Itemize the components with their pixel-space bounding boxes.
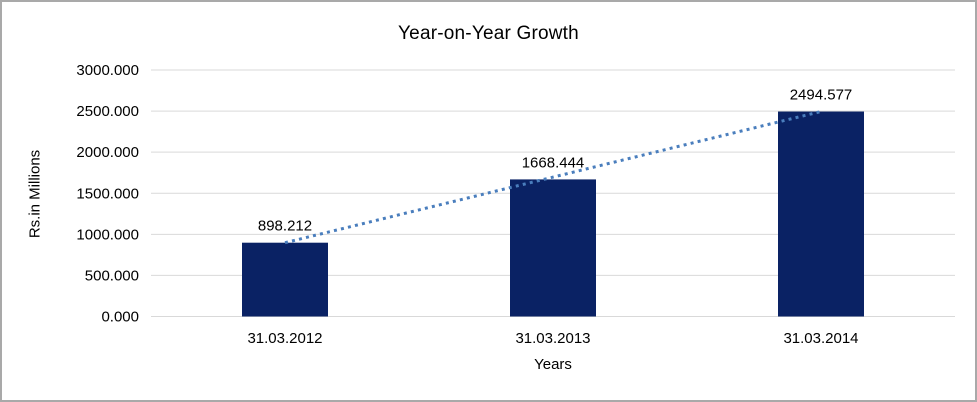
y-tick-label: 2000.000 [76,144,139,161]
x-category-label: 31.03.2014 [783,330,858,347]
x-category-label: 31.03.2013 [515,330,590,347]
bar [510,179,596,317]
x-category-label: 31.03.2012 [247,330,322,347]
bar [242,242,328,317]
trendline [284,110,822,245]
x-axis-title: Years [534,356,572,373]
bar-data-label: 2494.577 [790,87,853,104]
chart-title: Year-on-Year Growth [398,23,579,44]
bar-data-label: 898.212 [258,218,312,235]
y-tick-label: 3000.000 [76,62,139,79]
y-tick-label: 1000.000 [76,226,139,243]
bar [778,111,864,317]
y-tick-label: 0.000 [101,309,139,326]
y-tick-label: 1500.000 [76,185,139,202]
y-tick-label: 500.000 [85,267,139,284]
bar-data-label: 1668.444 [522,154,585,171]
y-tick-label: 2500.000 [76,103,139,120]
